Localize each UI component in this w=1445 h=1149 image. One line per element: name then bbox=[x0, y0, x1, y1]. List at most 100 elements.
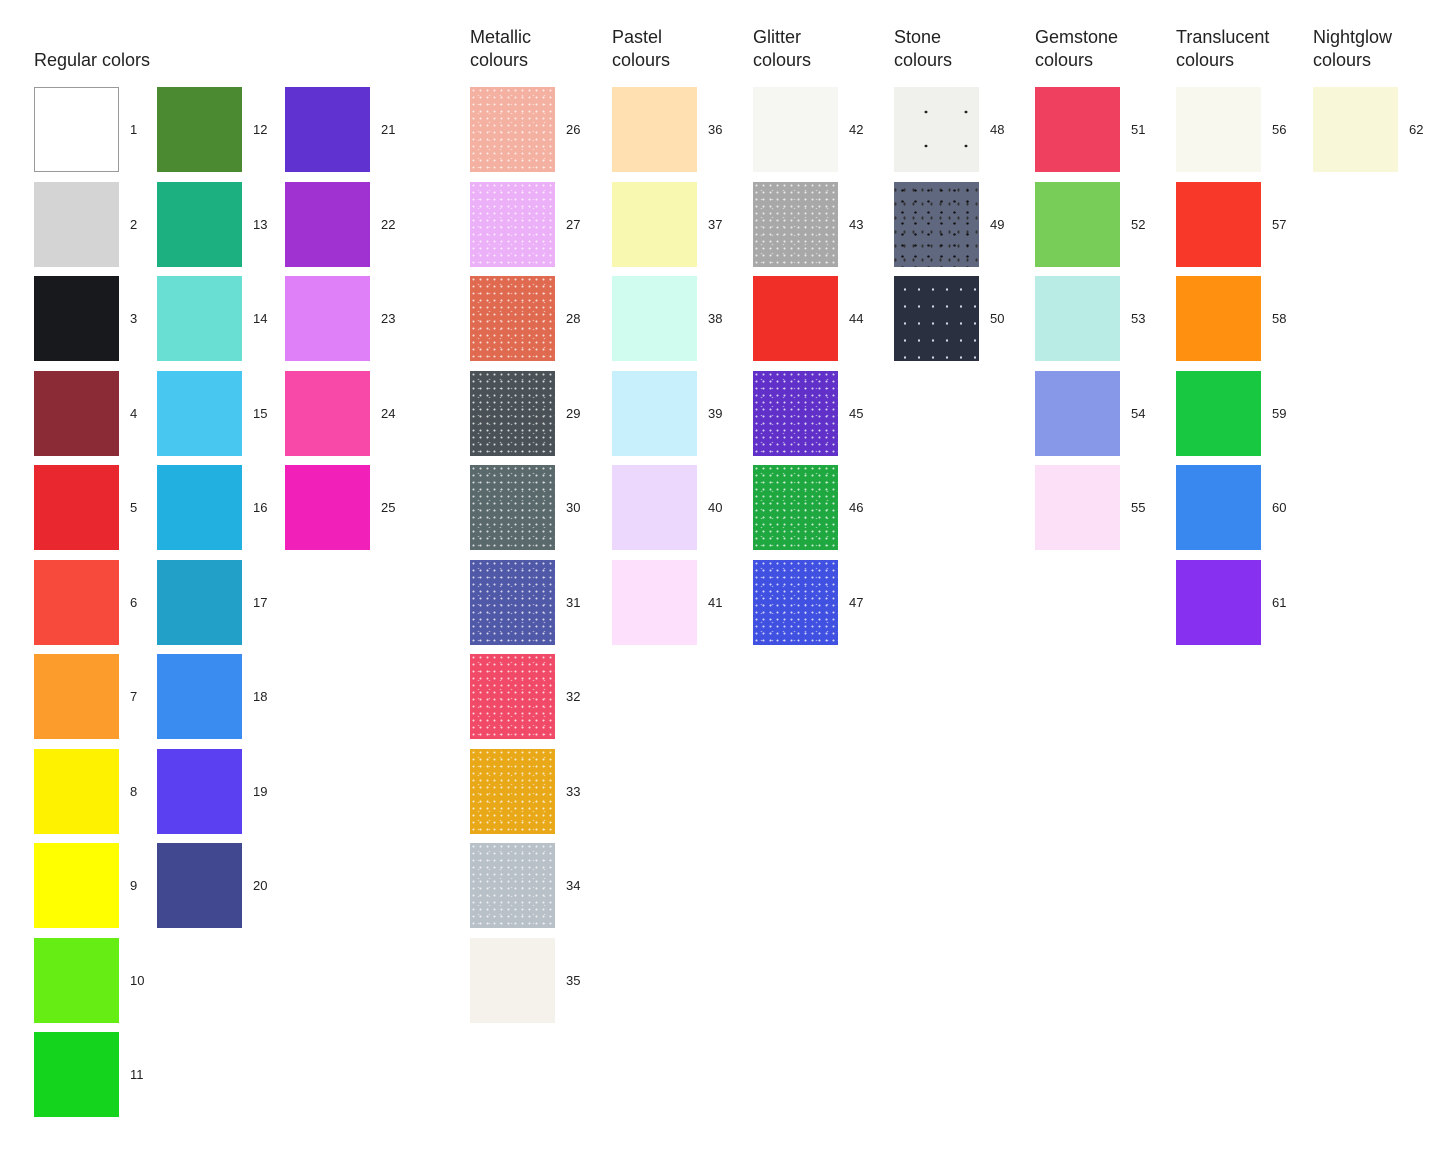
color-swatch-57 bbox=[1176, 181, 1261, 267]
color-swatch-40 bbox=[612, 465, 697, 550]
color-swatch-42 bbox=[753, 87, 838, 172]
pastel-title-line: Pastel bbox=[612, 27, 663, 47]
color-number: 26 bbox=[566, 122, 581, 137]
color-number: 35 bbox=[566, 972, 581, 988]
color-number: 33 bbox=[566, 783, 581, 799]
translucent-title-line: colours bbox=[1176, 50, 1235, 70]
color-number: 42 bbox=[849, 122, 864, 137]
gemstone-title-line: Gemstone bbox=[1035, 27, 1119, 47]
color-swatch-28 bbox=[470, 276, 555, 361]
glitter-title-line: colours bbox=[753, 50, 812, 70]
color-number: 43 bbox=[849, 216, 864, 232]
regular-title-line: Regular colors bbox=[34, 50, 151, 70]
color-number: 51 bbox=[1131, 122, 1146, 137]
color-number: 50 bbox=[990, 311, 1005, 326]
color-number: 18 bbox=[253, 689, 268, 704]
color-swatch-48 bbox=[894, 87, 979, 172]
color-number: 53 bbox=[1131, 311, 1146, 326]
color-swatch-3 bbox=[34, 276, 119, 361]
color-swatch-35 bbox=[470, 937, 555, 1023]
color-swatch-47 bbox=[753, 559, 838, 645]
color-swatch-11 bbox=[34, 1032, 119, 1117]
color-swatch-22 bbox=[285, 181, 370, 267]
translucent-title-line: Translucent bbox=[1176, 27, 1270, 47]
color-swatch-5 bbox=[34, 465, 119, 550]
color-swatch-52 bbox=[1035, 181, 1120, 267]
color-swatch-1 bbox=[34, 87, 119, 172]
color-number: 8 bbox=[130, 783, 138, 799]
color-swatch-21 bbox=[285, 87, 370, 172]
color-swatch-60 bbox=[1176, 465, 1261, 550]
color-number: 17 bbox=[253, 594, 268, 610]
color-number: 22 bbox=[381, 216, 396, 232]
color-swatch-32 bbox=[470, 654, 555, 739]
color-swatch-17 bbox=[157, 559, 242, 645]
color-number: 29 bbox=[566, 405, 581, 421]
color-swatch-46 bbox=[753, 465, 838, 550]
color-number: 55 bbox=[1131, 500, 1146, 515]
color-swatch-6 bbox=[34, 559, 119, 645]
color-swatch-13 bbox=[157, 181, 242, 267]
color-number: 41 bbox=[708, 594, 723, 610]
color-swatch-61 bbox=[1176, 559, 1261, 645]
metallic-title-line: colours bbox=[470, 50, 529, 70]
color-number: 48 bbox=[990, 122, 1005, 137]
color-swatch-9 bbox=[34, 843, 119, 928]
color-number: 5 bbox=[130, 500, 138, 515]
color-number: 9 bbox=[130, 878, 138, 893]
color-number: 12 bbox=[253, 122, 268, 137]
color-swatch-37 bbox=[612, 181, 697, 267]
color-swatch-49 bbox=[894, 181, 979, 267]
color-swatch-8 bbox=[34, 748, 119, 834]
color-swatch-4 bbox=[34, 370, 119, 456]
color-swatch-14 bbox=[157, 276, 242, 361]
color-number: 39 bbox=[708, 405, 723, 421]
color-swatch-19 bbox=[157, 748, 242, 834]
metallic-title-line: Metallic bbox=[470, 27, 532, 47]
color-number: 23 bbox=[381, 311, 396, 326]
color-number: 6 bbox=[130, 594, 138, 610]
color-number: 19 bbox=[253, 783, 268, 799]
color-number: 62 bbox=[1409, 122, 1424, 137]
glitter-title-line: Glitter bbox=[753, 27, 802, 47]
color-number: 45 bbox=[849, 405, 864, 421]
color-number: 32 bbox=[566, 689, 581, 704]
color-swatch-30 bbox=[470, 465, 555, 550]
color-number: 4 bbox=[130, 405, 138, 421]
color-number: 16 bbox=[253, 500, 268, 515]
color-swatch-12 bbox=[157, 87, 242, 172]
color-swatch-44 bbox=[753, 276, 838, 361]
color-number: 49 bbox=[990, 216, 1005, 232]
color-number: 11 bbox=[130, 1067, 144, 1082]
color-number: 30 bbox=[566, 500, 581, 515]
stone-title-line: colours bbox=[894, 50, 953, 70]
nightglow-title-line: Nightglow bbox=[1313, 27, 1393, 47]
color-number: 7 bbox=[130, 689, 138, 704]
color-swatch-43 bbox=[753, 181, 838, 267]
color-swatch-56 bbox=[1176, 87, 1261, 172]
color-number: 36 bbox=[708, 122, 723, 137]
color-number: 47 bbox=[849, 594, 864, 610]
color-number: 27 bbox=[566, 216, 581, 232]
color-swatch-24 bbox=[285, 370, 370, 456]
color-number: 34 bbox=[566, 878, 581, 893]
color-swatch-34 bbox=[470, 843, 555, 928]
color-swatch-50 bbox=[894, 276, 979, 361]
color-swatch-20 bbox=[157, 843, 242, 928]
color-number: 46 bbox=[849, 500, 864, 515]
color-swatch-16 bbox=[157, 465, 242, 550]
color-swatch-36 bbox=[612, 87, 697, 172]
color-number: 21 bbox=[381, 122, 396, 137]
color-swatch-7 bbox=[34, 654, 119, 739]
color-swatch-54 bbox=[1035, 370, 1120, 456]
color-number: 56 bbox=[1272, 122, 1287, 137]
color-number: 25 bbox=[381, 500, 396, 515]
color-number: 20 bbox=[253, 878, 268, 893]
color-number: 10 bbox=[130, 972, 145, 988]
color-swatch-27 bbox=[470, 181, 555, 267]
color-swatch-58 bbox=[1176, 276, 1261, 361]
color-swatch-26 bbox=[470, 87, 555, 172]
color-number: 2 bbox=[130, 216, 138, 232]
color-swatch-41 bbox=[612, 559, 697, 645]
color-swatch-51 bbox=[1035, 87, 1120, 172]
